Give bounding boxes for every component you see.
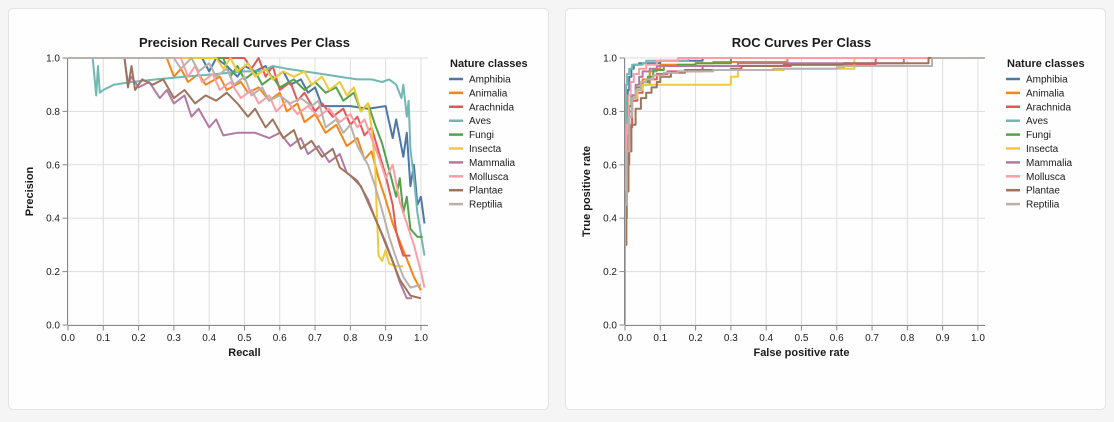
series-line-mammalia [68,57,413,300]
x-axis-title: Recall [228,347,260,359]
legend-label-amphibia: Amphibia [469,75,511,86]
x-tick-label: 1.0 [414,333,428,344]
legend-label-insecta: Insecta [469,144,502,155]
series-line-reptilia [68,57,422,289]
y-tick-label: 0.2 [46,267,60,278]
series-line-fungi [68,57,423,238]
legend: Nature classes Amphibia Animalia Arachnida A… [449,58,528,211]
x-tick-label: 0.0 [61,333,75,344]
legend-title: Nature classes [1007,58,1085,70]
legend-title: Nature classes [450,58,528,70]
precision-recall-chart-card: 0.0 0.1 0.2 0.3 0.4 0.5 0.6 0.7 0.8 0.9 1.0 0.0 0.2 0… [8,8,549,410]
legend-label-aves: Aves [469,116,491,127]
legend-label-mammalia: Mammalia [1026,158,1073,169]
y-tick-label: 0.4 [603,214,617,225]
legend-label-reptilia: Reptilia [1026,200,1060,211]
series-line-animalia [624,57,985,325]
x-tick-label: 0.9 [936,333,950,344]
x-tick-label: 0.6 [273,333,287,344]
y-tick-label: 0.8 [603,107,617,118]
series-line-mammalia [624,57,985,325]
chart-title: ROC Curves Per Class [732,35,871,50]
legend-label-amphibia: Amphibia [1026,75,1068,86]
y-tick-label: 0.2 [603,267,617,278]
series-line-plantae [68,57,422,300]
series-line-fungi [624,57,985,325]
x-tick-label: 0.0 [618,333,632,344]
legend-label-plantae: Plantae [1026,186,1060,197]
y-tick-label: 0.0 [46,321,60,332]
x-tick-label: 0.2 [689,333,703,344]
y-tick-label: 0.6 [46,160,60,171]
y-tick-label: 1.0 [603,54,617,65]
series-line-mollusca [68,57,426,288]
roc-chart: 0.0 0.1 0.2 0.3 0.4 0.5 0.6 0.7 0.8 0.9 1.0 0.0 0.2 0… [581,35,1085,359]
legend-label-arachnida: Arachnida [469,102,514,113]
legend-label-animalia: Animalia [469,88,508,99]
series-line-amphibia [624,57,985,325]
series-line-arachnida [68,57,411,257]
legend-label-mollusca: Mollusca [1026,172,1066,183]
x-tick-label: 0.1 [653,333,667,344]
series-line-arachnida [624,57,985,325]
x-tick-label: 0.5 [795,333,809,344]
x-tick-label: 0.7 [308,333,322,344]
y-tick-label: 0.0 [603,321,617,332]
legend-label-plantae: Plantae [469,186,503,197]
x-tick-label: 0.1 [96,333,110,344]
x-tick-label: 0.4 [202,333,216,344]
x-tick-label: 0.5 [238,333,252,344]
x-tick-label: 0.4 [759,333,773,344]
x-tick-label: 0.6 [830,333,844,344]
series-line-reptilia [624,57,985,325]
x-tick-label: 0.2 [132,333,146,344]
legend-label-mollusca: Mollusca [469,172,509,183]
series-line-insecta [624,57,985,325]
series-line-insecta [68,57,404,268]
legend: Nature classes Amphibia Animalia Arachnida A… [1006,58,1085,211]
chart-title: Precision Recall Curves Per Class [139,35,350,50]
x-tick-label: 0.8 [343,333,357,344]
y-tick-label: 1.0 [46,54,60,65]
y-tick-label: 0.6 [603,160,617,171]
legend-label-animalia: Animalia [1026,88,1065,99]
x-axis-title: False positive rate [753,347,849,359]
y-tick-label: 0.8 [46,107,60,118]
series-line-aves [624,57,985,325]
series-line-plantae [624,57,985,325]
x-tick-label: 0.9 [379,333,393,344]
legend-label-arachnida: Arachnida [1026,102,1071,113]
y-axis-title: Precision [24,166,36,216]
legend-label-reptilia: Reptilia [469,200,503,211]
precision-recall-chart: 0.0 0.1 0.2 0.3 0.4 0.5 0.6 0.7 0.8 0.9 1.0 0.0 0.2 0… [24,35,528,359]
roc-chart-card: 0.0 0.1 0.2 0.3 0.4 0.5 0.6 0.7 0.8 0.9 1.0 0.0 0.2 0… [565,8,1106,410]
x-tick-label: 0.3 [167,333,181,344]
legend-label-fungi: Fungi [469,130,494,141]
y-tick-label: 0.4 [46,214,60,225]
x-tick-label: 0.3 [724,333,738,344]
legend-label-mammalia: Mammalia [469,158,516,169]
legend-label-insecta: Insecta [1026,144,1059,155]
x-tick-label: 1.0 [971,333,985,344]
series-line-aves [68,57,426,256]
y-axis-title: True positive rate [581,146,593,237]
legend-label-aves: Aves [1026,116,1048,127]
x-tick-label: 0.8 [900,333,914,344]
series-line-mollusca [624,57,985,325]
legend-label-fungi: Fungi [1026,130,1051,141]
x-tick-label: 0.7 [865,333,879,344]
series-line-amphibia [68,57,426,224]
